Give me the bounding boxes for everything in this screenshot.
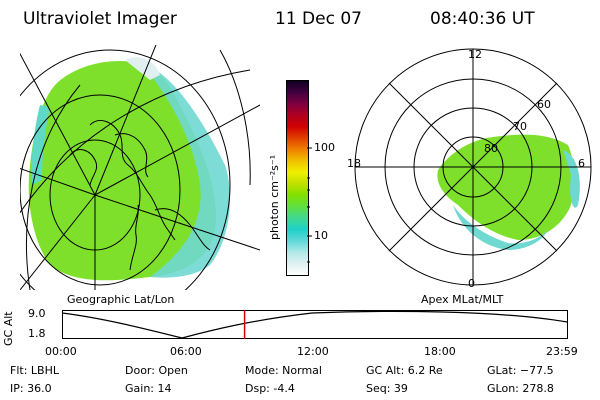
timeline-y-tick-high: 9.0 [28,307,46,320]
door-info: Door: Open [125,364,188,377]
colorbar [286,80,309,276]
colorbar-ticks [307,147,312,263]
timeline-x-tick-0000: 00:00 [45,345,77,358]
glat-info: GLat: −77.5 [487,364,554,377]
mlt-label-6: 6 [578,157,585,170]
gain-info: Gain: 14 [125,382,172,395]
mlt-label-12: 12 [468,48,482,61]
geographic-caption: Geographic Lat/Lon [67,293,175,306]
timeline-y-title: GC Alt [2,311,15,346]
timeline-y-tick-low: 1.8 [28,327,46,340]
timeline-x-tick-1200: 12:00 [297,345,329,358]
polar-emission-region [437,134,574,240]
altitude-curve [62,310,568,339]
filter-info: Flt: LBHL [10,364,59,377]
timeline-x-tick-0600: 06:00 [170,345,202,358]
mlat-label-80: 80 [484,142,498,155]
colorbar-tick-100: 100 [314,141,335,154]
polar-caption: Apex MLat/MLT [421,293,504,306]
mlat-label-70: 70 [513,120,527,133]
geographic-map [20,45,260,290]
mode-info: Mode: Normal [245,364,322,377]
orbit-altitude-plot [62,310,568,339]
timeline-x-tick-1800: 18:00 [424,345,456,358]
instrument-title: Ultraviolet Imager [23,9,177,29]
colorbar-label: photon cm⁻²s⁻¹ [268,154,281,240]
timeline-x-tick-2359: 23:59 [546,345,578,358]
gc-altitude-info: GC Alt: 6.2 Re [366,364,443,377]
mlt-label-0: 0 [468,277,475,290]
dsp-info: Dsp: -4.4 [245,382,295,395]
mlt-label-18: 18 [347,157,361,170]
ip-info: IP: 36.0 [10,382,52,395]
colorbar-tick-10: 10 [314,229,328,242]
geo-emission-region [28,61,216,281]
coastlines [69,120,211,271]
observation-time: 08:40:36 UT [430,9,535,29]
glon-info: GLon: 278.8 [487,382,554,395]
polar-plot [354,48,592,286]
sequence-info: Seq: 39 [366,382,408,395]
observation-date: 11 Dec 07 [275,9,362,29]
geo-emission-fringe [140,63,230,278]
mlat-label-60: 60 [537,98,551,111]
